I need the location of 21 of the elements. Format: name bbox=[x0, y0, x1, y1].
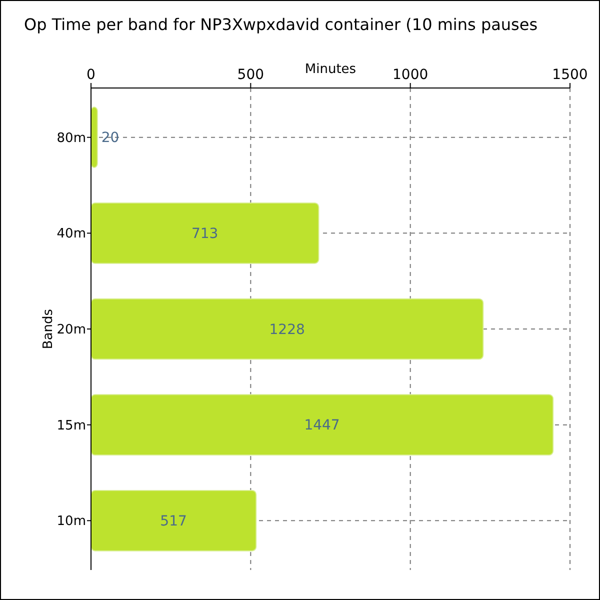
x-axis-title: Minutes bbox=[304, 62, 356, 77]
y-tick-label: 10m bbox=[56, 514, 86, 530]
x-tick-label: 0 bbox=[86, 67, 96, 83]
data-label: 20 bbox=[101, 130, 120, 146]
x-tick-label: 1500 bbox=[552, 67, 588, 83]
data-label: 1228 bbox=[269, 322, 305, 338]
y-tick-label: 20m bbox=[56, 322, 86, 338]
x-tick-label: 500 bbox=[237, 67, 264, 83]
bar bbox=[90, 298, 484, 360]
y-tick-label: 15m bbox=[56, 418, 86, 434]
y-axis-title: Bands bbox=[41, 308, 56, 350]
bar bbox=[90, 490, 257, 552]
y-tick-label: 40m bbox=[56, 226, 86, 242]
x-tick-label: 1000 bbox=[392, 67, 428, 83]
data-label: 517 bbox=[160, 514, 187, 530]
bar bbox=[90, 202, 320, 264]
y-tick-label: 80m bbox=[56, 130, 86, 146]
data-label: 713 bbox=[191, 226, 218, 242]
data-label: 1447 bbox=[304, 418, 340, 434]
bar bbox=[90, 394, 554, 456]
chart-title: Op Time per band for NP3Xwpxdavid container (10 mins pauses bbox=[24, 15, 538, 34]
